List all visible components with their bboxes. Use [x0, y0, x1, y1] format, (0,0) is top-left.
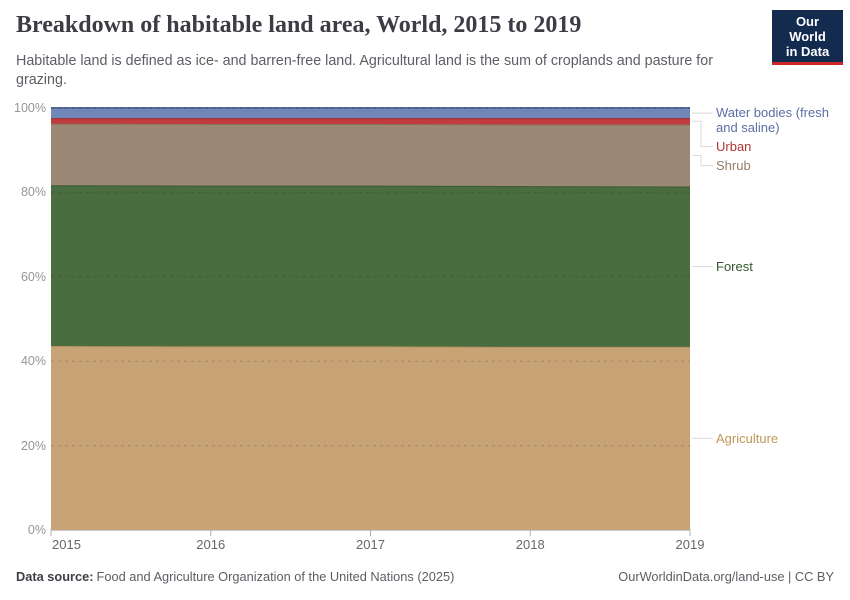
y-tick-label-0: 0%	[27, 523, 46, 537]
data-source-label: Data source:	[16, 569, 94, 584]
chart-footer: Data source: Food and Agriculture Organiz…	[0, 569, 850, 584]
legend-label-urban[interactable]: Urban	[716, 139, 752, 155]
legend-connector-urban	[692, 120, 713, 148]
y-tick-label-100: 100%	[14, 101, 46, 115]
credit-line: OurWorldinData.org/land-use | CC BY	[618, 569, 834, 584]
x-tick-label-2017: 2017	[356, 537, 385, 552]
y-tick-label-40: 40%	[20, 354, 46, 369]
owid-logo-line1: Our World	[789, 14, 826, 44]
x-tick-label-2016: 2016	[196, 537, 226, 552]
y-tick-label-60: 60%	[20, 269, 46, 284]
area-forest[interactable]	[51, 185, 690, 347]
area-shrub[interactable]	[51, 123, 690, 187]
area-agriculture[interactable]	[51, 346, 690, 530]
x-tick-label-2015: 2015	[52, 537, 81, 552]
owid-logo-line2: in Data	[785, 44, 830, 59]
legend-label-forest[interactable]: Forest	[716, 259, 753, 275]
area-urban[interactable]	[51, 118, 690, 125]
y-tick-label-20: 20%	[20, 438, 46, 453]
data-source-text: Food and Agriculture Organization of the…	[96, 569, 455, 584]
area-water-bodies[interactable]	[51, 108, 690, 119]
legend-connector-shrub	[692, 154, 713, 167]
chart-subtitle: Habitable land is defined as ice- and ba…	[16, 53, 713, 88]
page-title: Breakdown of habitable land area, World,…	[16, 12, 582, 38]
owid-logo[interactable]: Our World in Data	[772, 10, 843, 65]
x-tick-label-2018: 2018	[515, 537, 545, 552]
legend-label-agriculture[interactable]: Agriculture	[716, 430, 779, 446]
y-tick-label-80: 80%	[20, 185, 46, 200]
data-source: Data source: Food and Agriculture Organiz…	[16, 569, 454, 584]
legend-label-water-bodies[interactable]: Water bodies (fresh and saline)	[716, 105, 829, 136]
x-tick-label-2019: 2019	[675, 537, 705, 552]
legend-label-shrub[interactable]: Shrub	[716, 158, 751, 174]
